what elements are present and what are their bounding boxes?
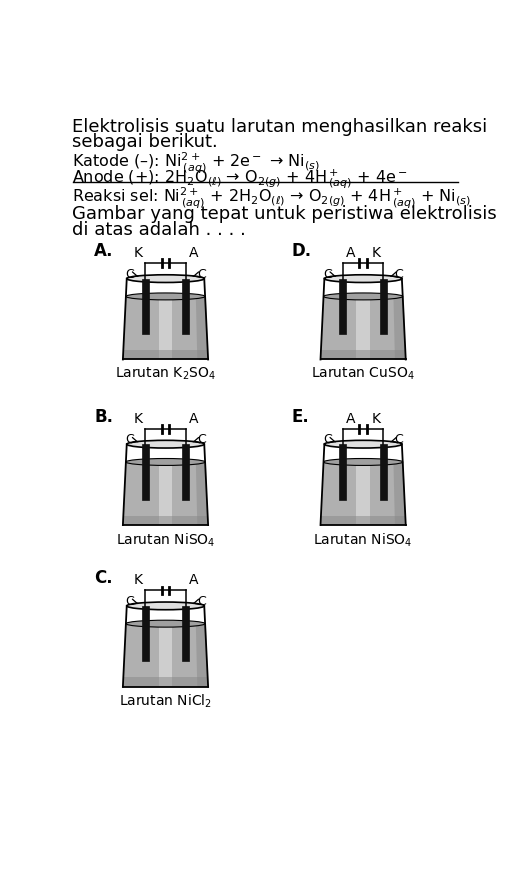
Text: Gambar yang tepat untuk peristiwa elektrolisis: Gambar yang tepat untuk peristiwa elektr… (73, 206, 497, 224)
Text: Katode (–): Ni$^{2+}_{\,(aq)}$ + 2e$^-$ → Ni$_{(s)}$: Katode (–): Ni$^{2+}_{\,(aq)}$ + 2e$^-$ … (73, 151, 320, 176)
Text: Larutan NiSO$_4$: Larutan NiSO$_4$ (116, 531, 215, 549)
Bar (182, 606, 189, 661)
Polygon shape (356, 297, 370, 359)
Polygon shape (196, 462, 208, 525)
Bar (142, 606, 149, 661)
Text: C: C (323, 433, 332, 446)
Polygon shape (321, 516, 406, 525)
Bar (142, 445, 149, 500)
Text: C.: C. (94, 569, 113, 587)
Ellipse shape (127, 440, 204, 448)
Bar (380, 279, 387, 334)
Ellipse shape (324, 293, 402, 300)
Bar (142, 279, 149, 334)
Text: C: C (197, 267, 206, 281)
Text: Anode (+): 2H$_2$O$_{(\ell)}$ → O$_{2(g)}$ + 4H$^+_{\,(aq)}$ + 4e$^-$: Anode (+): 2H$_2$O$_{(\ell)}$ → O$_{2(g)… (73, 167, 408, 191)
Text: C: C (197, 595, 206, 608)
Text: Reaksi sel: Ni$^{2+}_{\,(aq)}$ + 2H$_2$O$_{(\ell)}$ → O$_{2(g)}$ + 4H$^+_{\,(aq): Reaksi sel: Ni$^{2+}_{\,(aq)}$ + 2H$_2$O… (73, 186, 471, 211)
Text: C: C (125, 595, 134, 608)
Polygon shape (321, 462, 406, 525)
Ellipse shape (127, 274, 204, 282)
Polygon shape (196, 624, 208, 687)
Ellipse shape (126, 459, 205, 465)
Text: A: A (346, 412, 355, 426)
Text: C: C (125, 433, 134, 446)
Ellipse shape (126, 293, 205, 300)
Text: A: A (189, 574, 198, 587)
Ellipse shape (324, 459, 402, 465)
Text: Larutan NiCl$_2$: Larutan NiCl$_2$ (119, 693, 212, 710)
Polygon shape (159, 462, 172, 525)
Polygon shape (196, 297, 208, 359)
Polygon shape (394, 462, 406, 525)
Text: K: K (371, 412, 380, 426)
Ellipse shape (324, 440, 402, 448)
Polygon shape (123, 350, 208, 359)
Polygon shape (123, 462, 208, 525)
Text: Larutan CuSO$_4$: Larutan CuSO$_4$ (311, 365, 415, 382)
Text: B.: B. (94, 408, 113, 426)
Bar (182, 279, 189, 334)
Text: C: C (197, 433, 206, 446)
Bar (339, 445, 347, 500)
Text: D.: D. (292, 242, 312, 260)
Polygon shape (123, 624, 208, 687)
Text: sebagai berikut.: sebagai berikut. (73, 133, 218, 151)
Text: C: C (394, 267, 403, 281)
Text: E.: E. (292, 408, 310, 426)
Text: A: A (189, 412, 198, 426)
Polygon shape (159, 297, 172, 359)
Text: K: K (133, 412, 142, 426)
Polygon shape (123, 516, 208, 525)
Ellipse shape (126, 620, 205, 627)
Polygon shape (321, 350, 406, 359)
Text: Larutan K$_2$SO$_4$: Larutan K$_2$SO$_4$ (115, 365, 216, 382)
Polygon shape (394, 297, 406, 359)
Text: di atas adalah . . . .: di atas adalah . . . . (73, 221, 247, 239)
Text: Larutan NiSO$_4$: Larutan NiSO$_4$ (313, 531, 413, 549)
Text: K: K (133, 574, 142, 587)
Polygon shape (356, 462, 370, 525)
Polygon shape (321, 297, 406, 359)
Bar (380, 445, 387, 500)
Polygon shape (123, 297, 208, 359)
Text: K: K (133, 246, 142, 260)
Text: Elektrolisis suatu larutan menghasilkan reaksi: Elektrolisis suatu larutan menghasilkan … (73, 118, 488, 135)
Text: C: C (125, 267, 134, 281)
Polygon shape (159, 624, 172, 687)
Text: K: K (371, 246, 380, 260)
Text: A.: A. (94, 242, 113, 260)
Ellipse shape (324, 274, 402, 282)
Text: A: A (189, 246, 198, 260)
Bar (339, 279, 347, 334)
Text: C: C (323, 267, 332, 281)
Ellipse shape (127, 602, 204, 609)
Text: C: C (394, 433, 403, 446)
Bar (182, 445, 189, 500)
Text: A: A (346, 246, 355, 260)
Polygon shape (123, 677, 208, 687)
